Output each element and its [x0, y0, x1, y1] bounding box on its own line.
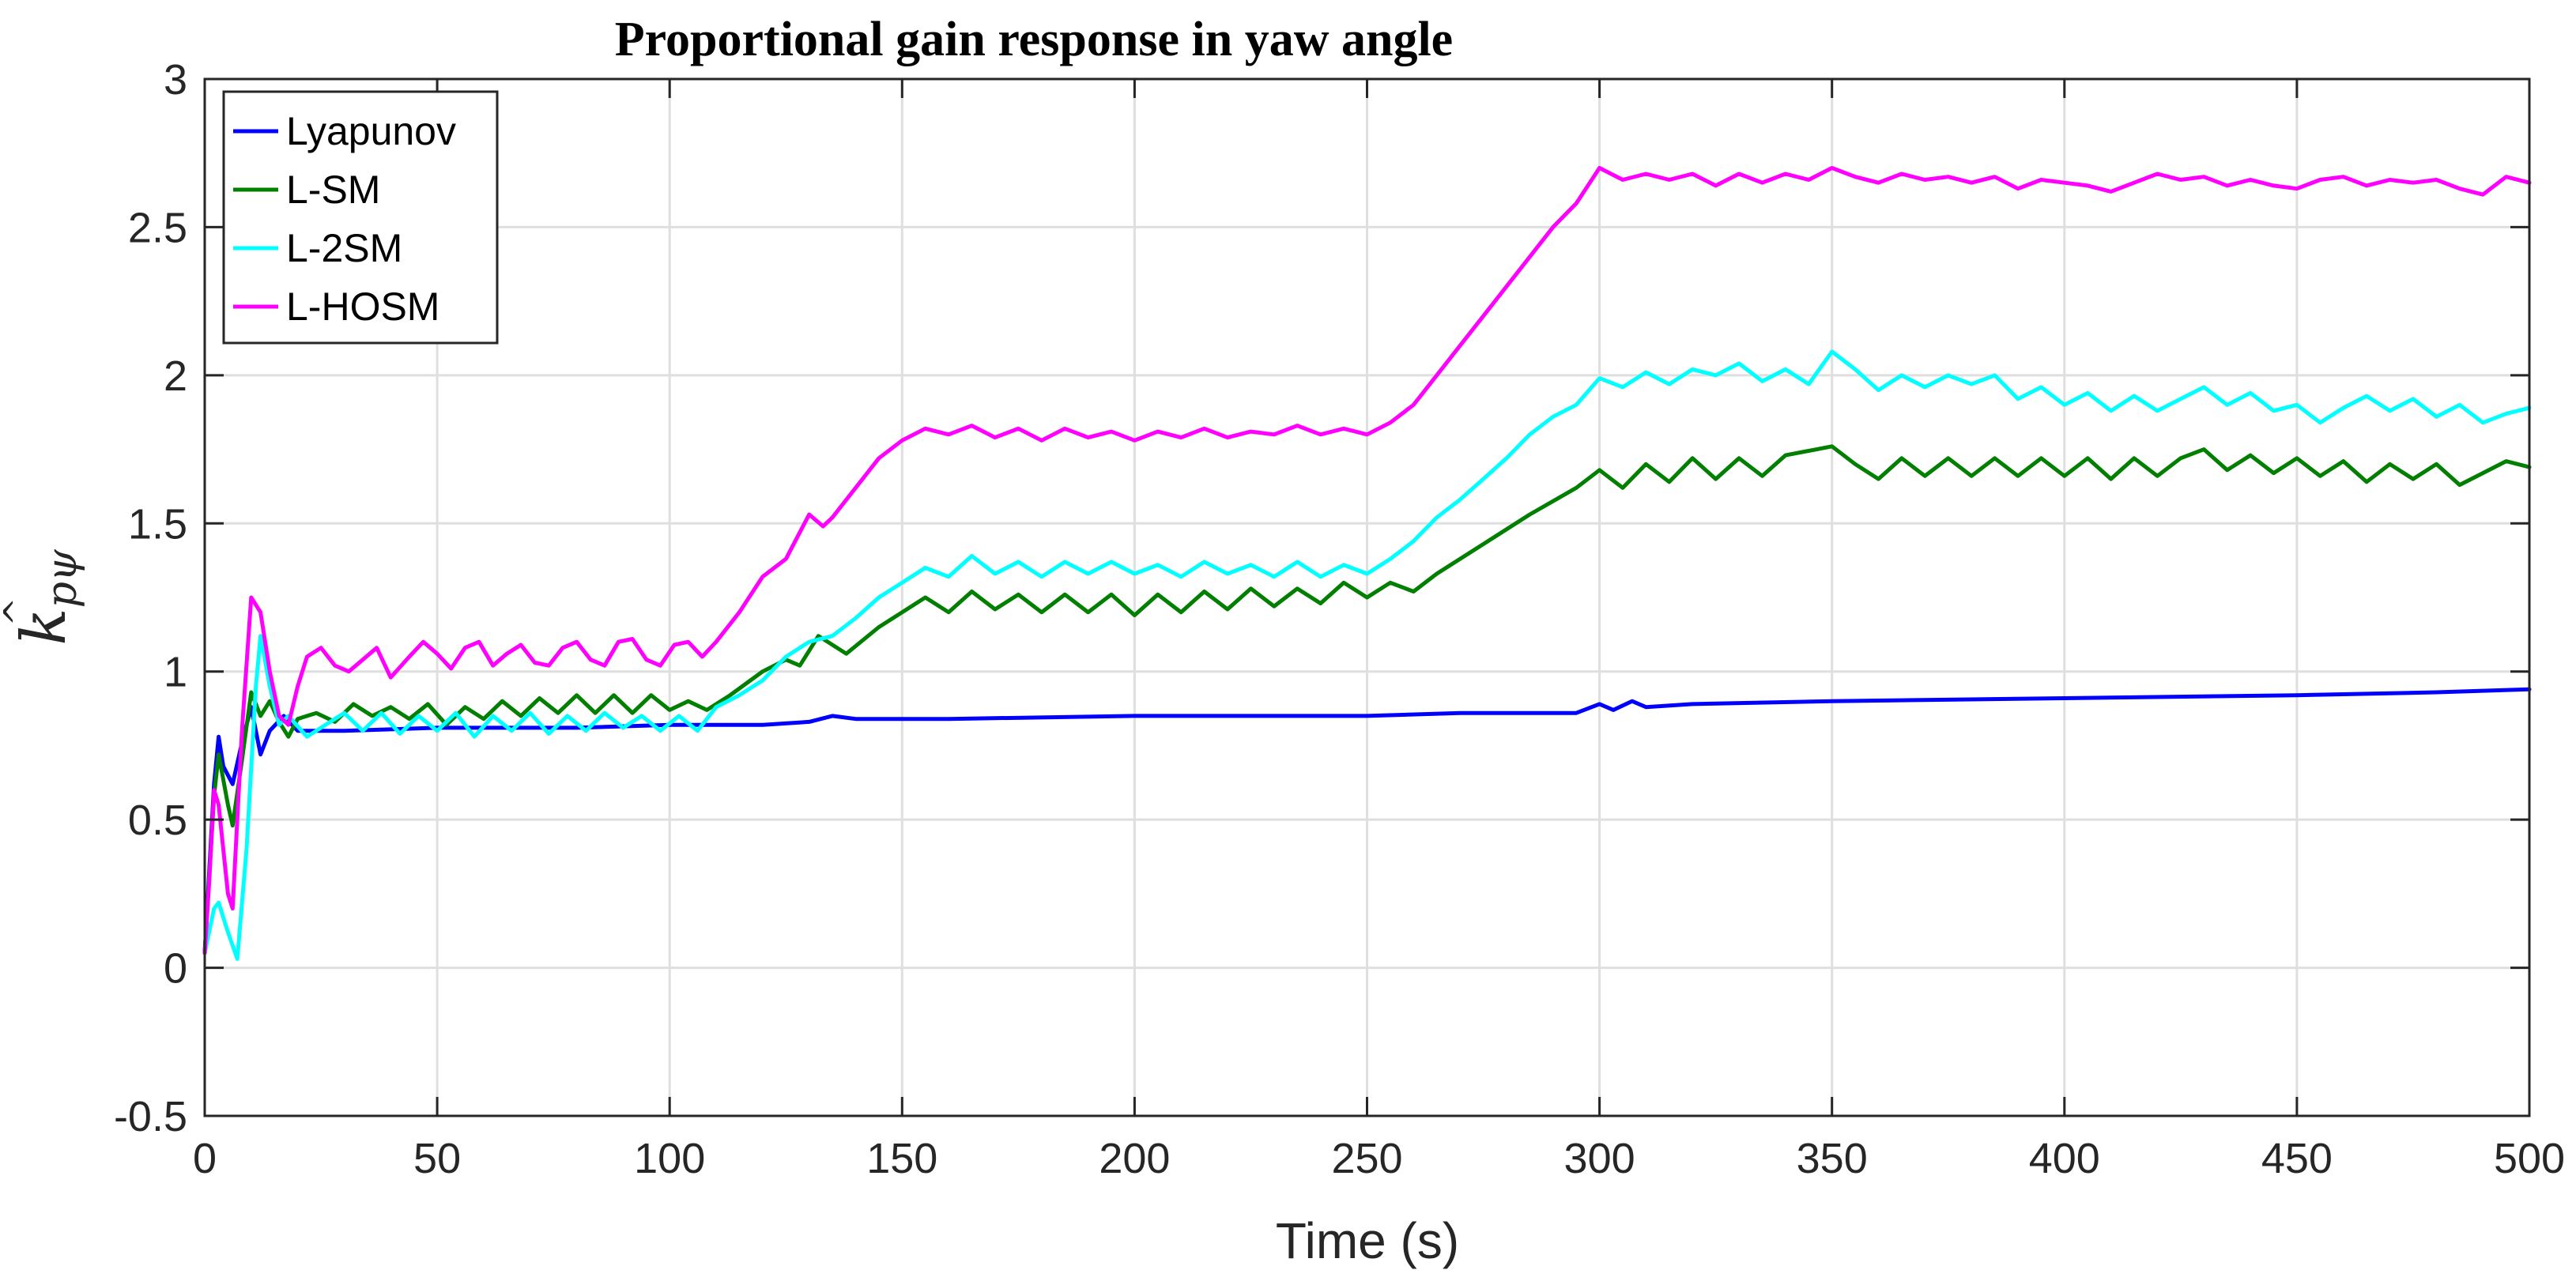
y-tick-label: 0	[164, 945, 187, 993]
x-tick-label: 200	[1099, 1135, 1170, 1182]
legend-label-lyapunov: Lyapunov	[286, 109, 456, 153]
y-axis-label: kpψ ^	[0, 548, 86, 646]
y-tick-label: 1.5	[128, 500, 187, 548]
y-axis-label-base: k	[9, 608, 80, 645]
y-tick-label: -0.5	[114, 1093, 187, 1140]
y-axis-label-subscript: pψ	[39, 548, 86, 608]
legend-label-l-hosm: L-HOSM	[286, 285, 439, 329]
series-lines	[202, 166, 2532, 961]
axis-ticks: 0 50 100 150 200 250 300 350 400 450 500-0.500.511…	[114, 56, 2565, 1182]
x-tick-label: 350	[1797, 1135, 1868, 1182]
x-tick-label: 500	[2494, 1135, 2565, 1182]
series-line-l-hosm	[202, 166, 2532, 955]
legend-label-l-2sm: L-2SM	[286, 226, 402, 270]
y-tick-label: 3	[164, 56, 187, 104]
y-tick-label: 2	[164, 352, 187, 400]
legend: Lyapunov L-SM L-2SM L-HOSM	[222, 90, 499, 345]
x-tick-label: 450	[2261, 1135, 2333, 1182]
svg-text:kpψ: kpψ	[9, 548, 86, 646]
x-axis-label: Time (s)	[1276, 1212, 1459, 1269]
x-tick-label: 100	[634, 1135, 705, 1182]
y-tick-label: 0.5	[128, 797, 187, 844]
chart-title: Proportional gain response in yaw angle	[615, 13, 1453, 66]
y-axis-hat: ^	[0, 597, 37, 627]
series-line-l-2sm	[202, 349, 2532, 961]
x-tick-label: 400	[2029, 1135, 2100, 1182]
y-tick-label: 1	[164, 649, 187, 696]
x-tick-label: 150	[866, 1135, 937, 1182]
series-line-l-sm	[202, 444, 2532, 955]
x-tick-label: 0	[193, 1135, 217, 1182]
x-tick-label: 50	[413, 1135, 461, 1182]
legend-label-l-sm: L-SM	[286, 168, 380, 212]
x-tick-label: 250	[1331, 1135, 1402, 1182]
y-tick-label: 2.5	[128, 204, 187, 251]
x-tick-label: 300	[1564, 1135, 1635, 1182]
legend-box	[222, 90, 499, 345]
